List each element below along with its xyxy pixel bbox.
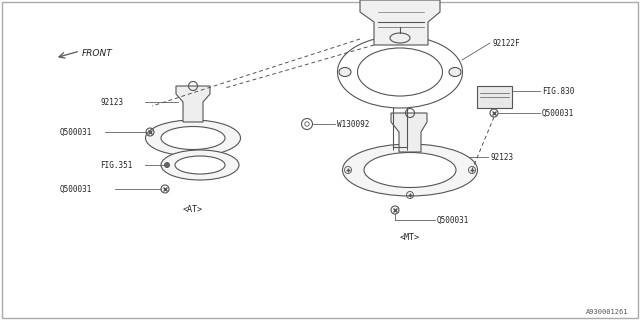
Ellipse shape (337, 36, 463, 108)
Ellipse shape (390, 33, 410, 43)
Text: A930001261: A930001261 (586, 309, 628, 315)
Ellipse shape (364, 153, 456, 188)
Ellipse shape (358, 48, 442, 96)
Ellipse shape (449, 68, 461, 76)
Text: Q500031: Q500031 (437, 215, 469, 225)
Text: 92123: 92123 (490, 153, 513, 162)
Text: Q500031: Q500031 (60, 185, 92, 194)
Text: Q500031: Q500031 (60, 127, 92, 137)
Polygon shape (176, 86, 210, 122)
Text: FIG.351: FIG.351 (100, 161, 132, 170)
Text: <MT>: <MT> (400, 234, 420, 243)
Ellipse shape (161, 126, 225, 149)
Text: <AT>: <AT> (183, 205, 203, 214)
Polygon shape (360, 0, 440, 45)
Ellipse shape (145, 120, 241, 156)
Text: W130092: W130092 (337, 119, 369, 129)
Ellipse shape (175, 156, 225, 174)
Text: FRONT: FRONT (82, 49, 113, 58)
FancyBboxPatch shape (477, 86, 512, 108)
Text: Q500031: Q500031 (542, 108, 574, 117)
Text: 92123: 92123 (100, 98, 123, 107)
Text: FIG.830: FIG.830 (542, 86, 574, 95)
Polygon shape (391, 113, 427, 152)
Circle shape (164, 163, 170, 167)
Text: 92122F: 92122F (492, 38, 520, 47)
Ellipse shape (342, 144, 477, 196)
Ellipse shape (339, 68, 351, 76)
Ellipse shape (161, 150, 239, 180)
